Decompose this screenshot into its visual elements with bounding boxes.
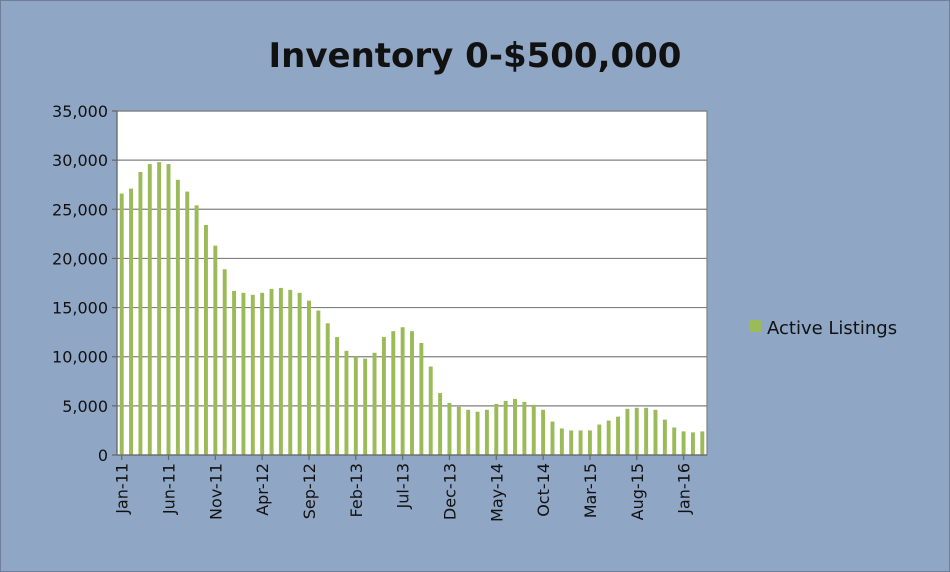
x-tick-label: Jun-11: [160, 463, 179, 515]
bar: [550, 421, 555, 455]
y-axis-tick-labels: 35,000 30,000 25,000 20,000 15,000 10,000 5,00…: [52, 102, 108, 465]
bar: [241, 292, 246, 455]
y-tick-label: 30,000: [52, 151, 108, 170]
bar: [606, 420, 611, 455]
bar: [625, 408, 630, 455]
x-tick-label: Mar-15: [581, 463, 600, 518]
bar: [363, 358, 368, 455]
bar: [653, 409, 658, 455]
x-tick-label: Sep-12: [300, 463, 319, 519]
bar: [578, 430, 583, 455]
bar: [559, 428, 564, 455]
bar: [522, 401, 527, 455]
x-tick-label: Jan-11: [113, 463, 132, 515]
bar: [344, 350, 349, 455]
bar: [616, 416, 620, 455]
x-tick-label: May-14: [487, 463, 506, 522]
y-tick-label: 10,000: [52, 348, 108, 367]
y-tick-label: 35,000: [52, 102, 108, 121]
y-tick-label: 25,000: [52, 200, 108, 219]
bar: [353, 356, 358, 455]
bar: [484, 409, 489, 455]
bar: [475, 411, 480, 455]
bar: [438, 393, 443, 455]
bars: [119, 162, 705, 456]
bar: [597, 424, 602, 455]
bar: [222, 269, 227, 455]
axes: [112, 110, 707, 460]
bar: [456, 406, 461, 455]
bar: [335, 337, 340, 455]
bar: [175, 179, 180, 456]
bar: [147, 164, 152, 455]
bar: [428, 366, 433, 455]
legend: Active Listings: [749, 318, 897, 339]
bar: [194, 205, 199, 455]
bar: [419, 342, 424, 455]
bar: [325, 323, 330, 455]
bar: [400, 327, 405, 455]
y-tick-label: 15,000: [52, 299, 108, 318]
bar: [204, 225, 208, 455]
y-tick-label: 5,000: [62, 397, 108, 416]
bar: [569, 430, 574, 455]
y-tick-label: 20,000: [52, 249, 108, 268]
bar: [166, 164, 171, 455]
bar: [391, 331, 396, 455]
bar: [410, 331, 414, 455]
x-tick-label: Aug-15: [628, 463, 647, 520]
x-tick-label: Apr-12: [253, 463, 272, 516]
bar: [213, 245, 218, 455]
x-tick-label: Nov-11: [206, 463, 225, 520]
bar: [297, 292, 302, 455]
bar: [232, 290, 237, 455]
x-tick-label: Feb-13: [347, 463, 366, 517]
bar: [672, 427, 677, 455]
bar: [129, 188, 134, 455]
x-tick-label: Dec-13: [440, 463, 459, 520]
chart-title: Inventory 0-$500,000: [269, 36, 682, 76]
bar: [372, 352, 377, 455]
bar: [138, 171, 143, 456]
x-axis-tick-labels: Jan-11 Jun-11 Nov-11 Apr-12 Sep-12 Feb-13 Jul-…: [113, 463, 694, 522]
bar: [250, 294, 255, 455]
bar: [447, 402, 452, 455]
y-tick-label: 0: [98, 446, 108, 465]
x-tick-label: Jan-16: [675, 463, 694, 515]
x-tick-label: Oct-14: [534, 463, 553, 517]
bar: [260, 292, 265, 455]
bar: [278, 287, 283, 455]
bar: [634, 407, 639, 455]
bar: [381, 337, 386, 455]
bar: [157, 162, 162, 455]
bar: [288, 289, 293, 455]
bar: [316, 310, 321, 455]
bar: [690, 432, 695, 455]
bar: [541, 409, 546, 455]
bar: [531, 404, 536, 455]
bar: [681, 431, 686, 455]
legend-label: Active Listings: [767, 318, 897, 339]
bar: [466, 409, 471, 455]
bar: [494, 403, 499, 455]
bar: [185, 191, 190, 455]
bar: [269, 288, 274, 455]
bar: [307, 300, 311, 455]
bar: [700, 431, 705, 455]
bar: [119, 193, 124, 455]
x-tick-label: Jul-13: [394, 463, 413, 509]
bar: [503, 400, 508, 455]
legend-swatch: [749, 320, 761, 332]
bar: [662, 419, 667, 455]
bar: [587, 430, 592, 455]
bar: [513, 398, 517, 455]
bar: [644, 407, 649, 455]
